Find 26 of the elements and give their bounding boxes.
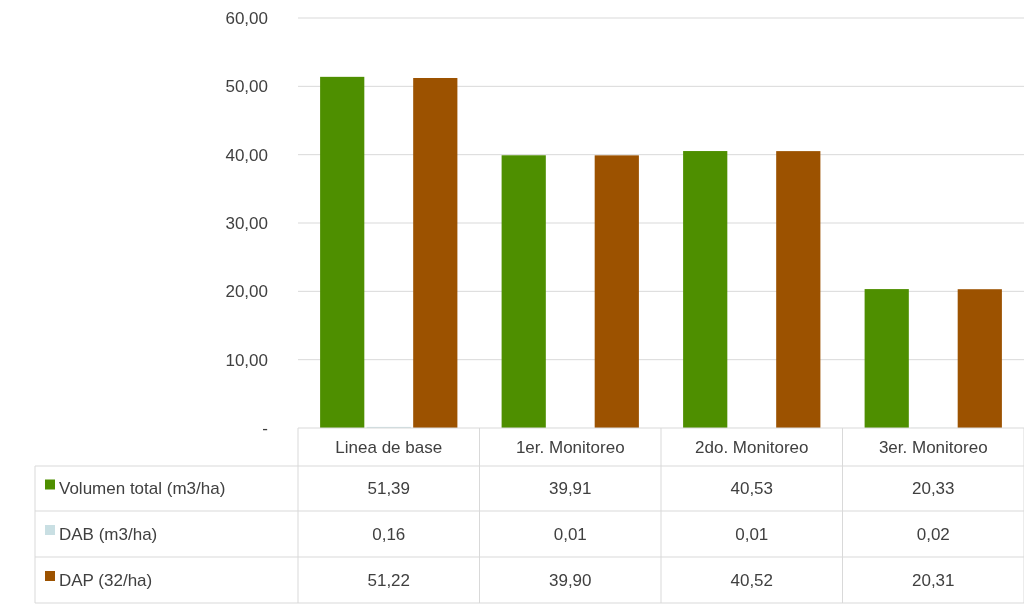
data-label: 40,53	[730, 479, 774, 499]
legend-label: DAB (m3/ha)	[59, 524, 158, 544]
y-tick-label: -	[262, 418, 268, 438]
y-tick-label: 30,00	[225, 213, 268, 233]
y-tick-label: 10,00	[225, 350, 268, 370]
data-label: 51,22	[367, 570, 411, 590]
data-label: 39,90	[548, 570, 592, 590]
data-label: 0,01	[735, 524, 769, 544]
x-tick-label: Linea de base	[335, 437, 443, 457]
y-tick-label: 20,00	[225, 282, 268, 302]
data-label: 0,01	[553, 524, 587, 544]
legend-label: DAP (32/ha)	[59, 570, 153, 590]
data-label: 40,52	[730, 570, 774, 590]
data-label: 51,39	[367, 479, 411, 499]
data-label: 0,16	[372, 524, 406, 544]
data-label: 20,31	[911, 570, 955, 590]
y-tick-label: 40,00	[225, 145, 268, 165]
data-label: 20,33	[911, 479, 955, 499]
x-tick-label: 2do. Monitoreo	[695, 437, 809, 457]
legend-label: Volumen total (m3/ha)	[59, 479, 226, 499]
y-tick-label: 60,00	[225, 8, 268, 28]
y-tick-label: 50,00	[225, 77, 268, 97]
data-label: 0,02	[916, 524, 950, 544]
data-label: 39,91	[548, 479, 592, 499]
x-tick-label: 3er. Monitoreo	[878, 437, 988, 457]
x-tick-label: 1er. Monitoreo	[515, 437, 625, 457]
